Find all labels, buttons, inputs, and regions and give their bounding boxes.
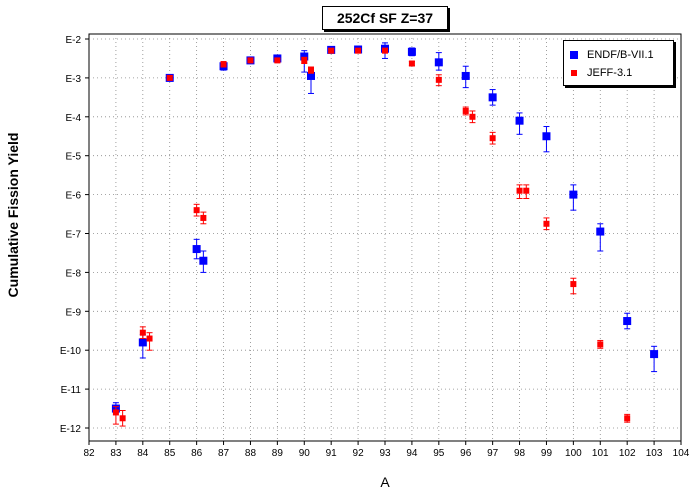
data-point-jeff	[570, 281, 577, 288]
x-tick-label: 87	[218, 448, 230, 459]
x-tick-label: 83	[110, 448, 122, 459]
data-point-endf	[461, 71, 470, 80]
data-point-jeff	[382, 47, 388, 54]
y-tick-label: E-4	[65, 113, 81, 124]
data-point-jeff	[220, 61, 227, 68]
data-point-jeff	[489, 135, 496, 142]
legend-label-jeff: JEFF-3.1	[587, 67, 633, 79]
data-point-jeff	[543, 220, 550, 227]
data-point-endf	[192, 245, 201, 254]
data-point-jeff	[462, 107, 469, 114]
data-point-jeff	[408, 60, 415, 67]
data-point-endf	[515, 116, 524, 125]
data-point-endf	[138, 338, 147, 347]
x-tick-label: 102	[619, 448, 636, 459]
data-point-jeff	[247, 57, 254, 64]
data-point-jeff	[624, 415, 631, 422]
data-point-jeff	[193, 207, 200, 214]
x-tick-label: 103	[646, 448, 663, 459]
data-point-endf	[569, 190, 578, 199]
data-point-jeff	[139, 329, 146, 336]
x-tick-label: 96	[460, 448, 472, 459]
data-point-jeff	[119, 415, 126, 422]
y-tick-label: E-7	[65, 230, 81, 241]
legend-item-endf: ENDF/B-VII.1	[570, 48, 654, 62]
x-tick-label: 85	[164, 448, 176, 459]
x-tick-label: 104	[673, 448, 690, 459]
data-point-jeff	[200, 214, 207, 221]
y-tick-label: E-10	[60, 346, 82, 357]
data-point-endf	[488, 93, 497, 102]
x-tick-label: 88	[245, 448, 257, 459]
legend-label-endf: ENDF/B-VII.1	[587, 49, 654, 61]
legend-marker-endf	[570, 51, 578, 59]
x-tick-label: 98	[514, 448, 526, 459]
data-point-jeff	[166, 74, 173, 81]
legend-item-jeff: JEFF-3.1	[570, 66, 632, 80]
x-tick-label: 91	[326, 448, 338, 459]
chart-title: 252Cf SF Z=37	[322, 6, 448, 30]
x-tick-label: 93	[379, 448, 391, 459]
data-point-jeff	[355, 47, 362, 54]
data-point-endf	[300, 52, 309, 61]
data-point-endf	[199, 256, 208, 265]
data-point-jeff	[112, 409, 119, 416]
y-tick-label: E-3	[65, 74, 81, 85]
data-point-jeff	[435, 76, 442, 83]
data-point-jeff	[274, 57, 281, 64]
x-tick-label: 90	[299, 448, 311, 459]
data-point-jeff	[146, 335, 153, 342]
y-tick-label: E-8	[65, 268, 81, 279]
data-point-endf	[434, 58, 443, 67]
legend: ENDF/B-VII.1 JEFF-3.1	[563, 40, 674, 86]
y-tick-label: E-6	[65, 191, 81, 202]
x-axis-label: A	[380, 474, 390, 490]
y-tick-label: E-11	[61, 385, 82, 396]
data-point-jeff	[516, 187, 523, 194]
x-tick-label: 94	[406, 448, 418, 459]
data-point-endf	[650, 350, 659, 359]
data-point-jeff	[523, 187, 530, 194]
y-tick-label: E-12	[60, 424, 82, 435]
data-point-endf	[623, 317, 632, 326]
legend-marker-jeff	[571, 70, 577, 76]
x-tick-label: 95	[433, 448, 445, 459]
x-tick-label: 97	[487, 448, 499, 459]
x-tick-label: 92	[353, 448, 365, 459]
data-point-jeff	[328, 47, 335, 54]
data-point-endf	[596, 227, 605, 236]
x-tick-label: 99	[541, 448, 553, 459]
data-point-jeff	[469, 113, 476, 120]
x-tick-label: 101	[592, 448, 609, 459]
x-tick-label: 100	[565, 448, 582, 459]
x-tick-label: 82	[83, 448, 95, 459]
y-tick-label: E-5	[65, 152, 81, 163]
plot-frame	[88, 33, 682, 442]
x-tick-label: 86	[191, 448, 203, 459]
y-tick-label: E-2	[65, 35, 81, 46]
x-tick-label: 84	[137, 448, 149, 459]
data-point-jeff	[597, 341, 604, 348]
data-point-endf	[307, 71, 315, 80]
data-point-endf	[542, 132, 551, 141]
y-tick-label: E-9	[65, 307, 81, 318]
x-tick-label: 89	[272, 448, 284, 459]
data-point-jeff	[301, 57, 308, 64]
data-point-endf	[407, 47, 416, 56]
data-point-jeff	[308, 67, 314, 74]
